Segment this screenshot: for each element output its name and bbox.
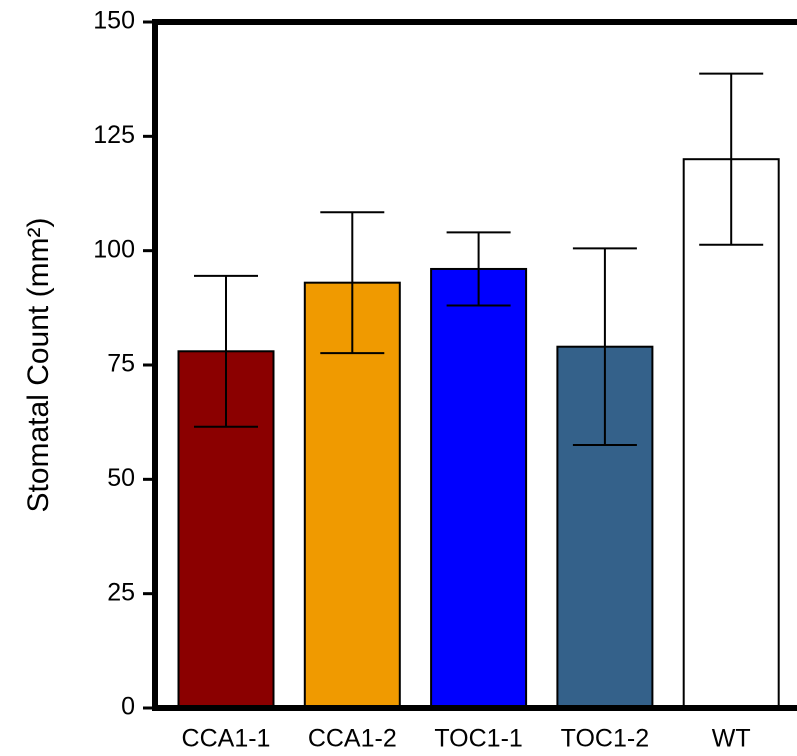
y-tick-label: 75 <box>107 350 135 378</box>
y-tick-label: 100 <box>93 235 135 263</box>
x-tick-label: CCA1-1 <box>182 725 271 753</box>
x-tick-label: TOC1-1 <box>434 725 522 753</box>
x-tick-label: TOC1-2 <box>561 725 649 753</box>
y-tick-label: 25 <box>107 578 135 606</box>
x-tick-label: WT <box>712 725 751 753</box>
y-tick-label: 150 <box>93 7 135 35</box>
y-axis-label: Stomatal Count (mm²) <box>22 217 55 512</box>
y-tick-label: 0 <box>121 693 135 721</box>
error-bar <box>194 274 258 428</box>
error-bar <box>320 211 385 355</box>
error-bar <box>699 72 764 246</box>
error-bar <box>572 247 637 447</box>
bar <box>430 267 528 709</box>
y-tick-label: 50 <box>107 464 135 492</box>
error-bar <box>446 231 511 307</box>
y-tick-label: 125 <box>93 121 135 149</box>
bar <box>682 158 780 709</box>
x-tick-label: CCA1-2 <box>308 725 397 753</box>
